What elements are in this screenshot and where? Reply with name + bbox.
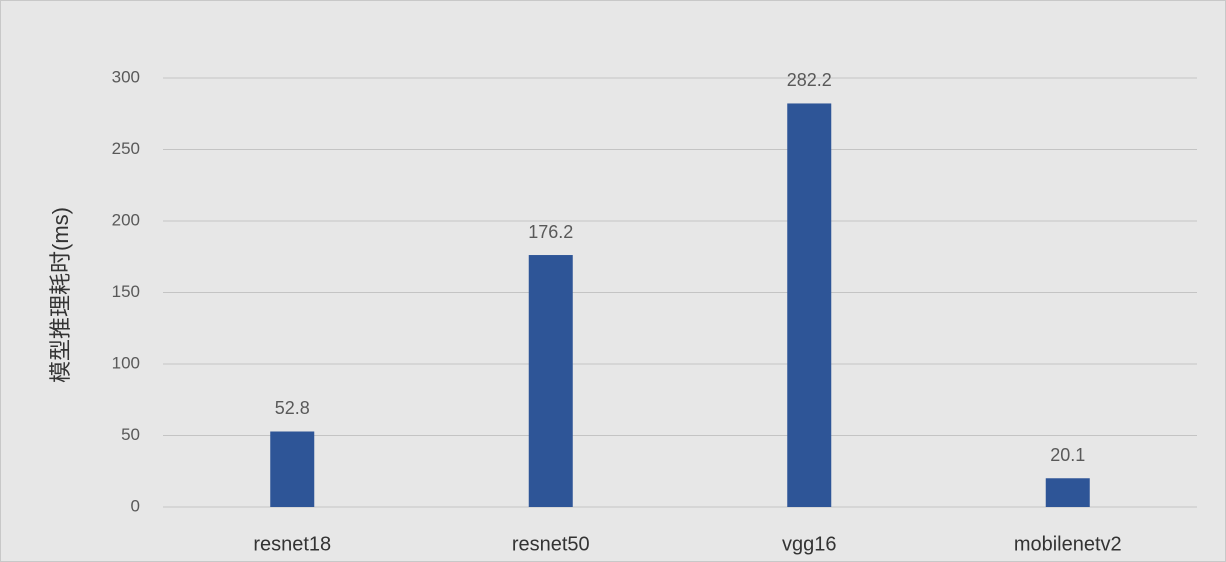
value-label: 282.2 <box>787 70 832 90</box>
x-tick-label: mobilenetv2 <box>1014 533 1122 555</box>
y-tick-label: 200 <box>112 210 140 229</box>
x-tick-label: vgg16 <box>782 533 837 555</box>
y-tick-label: 50 <box>121 425 140 444</box>
y-tick-label: 100 <box>112 353 140 372</box>
y-axis-label: 模型推理耗时(ms) <box>48 207 73 383</box>
bar <box>1045 478 1090 507</box>
value-label: 20.1 <box>1050 445 1085 465</box>
bar <box>787 103 832 507</box>
y-tick-label: 150 <box>112 282 140 301</box>
bar <box>528 255 573 507</box>
x-tick-label: resnet50 <box>512 533 590 555</box>
y-tick-label: 0 <box>131 496 140 515</box>
value-label: 52.8 <box>275 398 310 418</box>
value-label: 176.2 <box>528 222 573 242</box>
bar <box>270 431 315 507</box>
y-tick-label: 300 <box>112 67 140 86</box>
x-tick-label: resnet18 <box>253 533 331 555</box>
y-tick-label: 250 <box>112 139 140 158</box>
